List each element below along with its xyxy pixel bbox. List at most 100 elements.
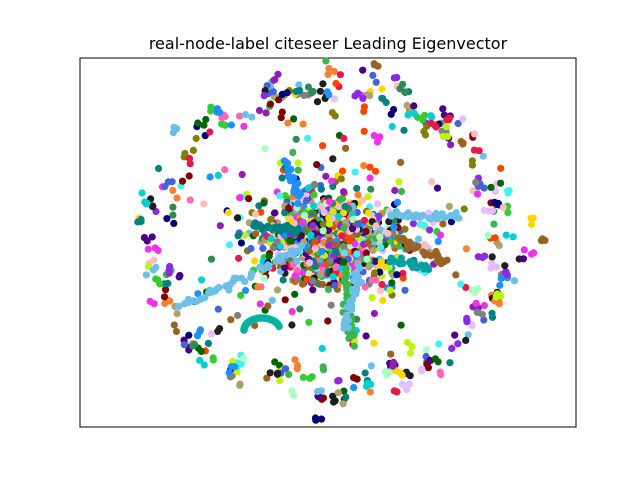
graph-node [470, 130, 479, 138]
graph-node [387, 110, 395, 118]
graph-node [340, 258, 348, 266]
graph-node [255, 106, 264, 115]
graph-node [279, 276, 287, 284]
graph-node [426, 226, 434, 234]
graph-node [396, 242, 404, 250]
graph-node [268, 296, 276, 304]
graph-node [504, 209, 512, 217]
graph-node [496, 281, 504, 289]
graph-node [186, 196, 194, 204]
graph-node [340, 387, 348, 395]
graph-node [325, 64, 333, 72]
graph-node [473, 308, 481, 316]
graph-node [470, 146, 478, 154]
graph-node [365, 263, 373, 271]
graph-node [435, 340, 443, 348]
graph-node [433, 184, 442, 192]
graph-node [165, 267, 173, 275]
graph-node [281, 264, 289, 272]
graph-node [319, 220, 327, 228]
graph-node [324, 226, 332, 235]
graph-node [324, 317, 332, 325]
graph-node [276, 242, 284, 250]
graph-node [527, 214, 535, 222]
graph-node [185, 331, 193, 339]
graph-nodes [134, 57, 549, 424]
graph-node [325, 220, 334, 228]
graph-node [385, 218, 393, 226]
graph-node [299, 280, 307, 288]
graph-node [364, 193, 372, 201]
graph-node [387, 350, 395, 358]
graph-node [202, 115, 210, 124]
graph-node [505, 186, 513, 195]
graph-node [288, 321, 296, 329]
graph-node [388, 122, 396, 131]
graph-node [343, 303, 351, 311]
graph-node [353, 315, 361, 323]
graph-node [474, 253, 482, 261]
graph-node [200, 361, 208, 369]
graph-node [488, 313, 497, 321]
graph-node [367, 362, 375, 370]
graph-node [360, 162, 368, 170]
graph-node [236, 381, 244, 389]
graph-node [290, 115, 298, 123]
graph-node [541, 236, 549, 244]
graph-node [378, 85, 386, 93]
graph-node [294, 159, 302, 167]
graph-node [200, 200, 208, 208]
graph-node [361, 283, 369, 291]
graph-node [480, 316, 488, 324]
graph-node [297, 242, 306, 250]
graph-node [372, 78, 380, 86]
graph-node [264, 302, 272, 310]
graph-node [185, 172, 193, 180]
graph-node [292, 135, 300, 143]
graph-node [363, 255, 371, 263]
graph-node [278, 174, 286, 182]
graph-node [298, 218, 307, 226]
graph-node [364, 239, 372, 247]
graph-node [173, 310, 181, 318]
graph-node [439, 132, 447, 140]
graph-node [319, 280, 327, 289]
graph-node [462, 245, 470, 253]
graph-node [333, 241, 341, 249]
graph-node [390, 223, 398, 231]
graph-node [317, 415, 326, 423]
graph-node [335, 213, 343, 221]
graph-node [364, 379, 372, 387]
graph-node [200, 121, 208, 129]
graph-node [237, 239, 245, 247]
graph-node [415, 235, 423, 243]
graph-node [398, 380, 407, 388]
graph-node [216, 222, 224, 230]
graph-node [285, 204, 293, 212]
graph-node [194, 119, 202, 127]
graph-node [288, 387, 296, 395]
graph-node [481, 252, 489, 260]
graph-node [207, 107, 215, 115]
graph-node [263, 374, 271, 382]
graph-node [464, 331, 472, 339]
graph-node [389, 229, 397, 237]
graph-node [293, 266, 301, 275]
graph-node [261, 145, 269, 153]
graph-node [350, 337, 359, 345]
graph-node [342, 144, 350, 152]
graph-node [196, 356, 204, 364]
graph-node [427, 112, 435, 120]
graph-node [206, 173, 214, 181]
graph-node [366, 388, 374, 396]
graph-node [409, 220, 417, 228]
graph-node [340, 249, 348, 257]
graph-node [424, 364, 432, 372]
graph-node [350, 290, 358, 298]
graph-node [447, 218, 455, 226]
graph-node [474, 190, 482, 198]
graph-node [241, 231, 249, 239]
graph-node [234, 311, 242, 320]
graph-node [250, 257, 259, 265]
graph-node [379, 296, 387, 304]
